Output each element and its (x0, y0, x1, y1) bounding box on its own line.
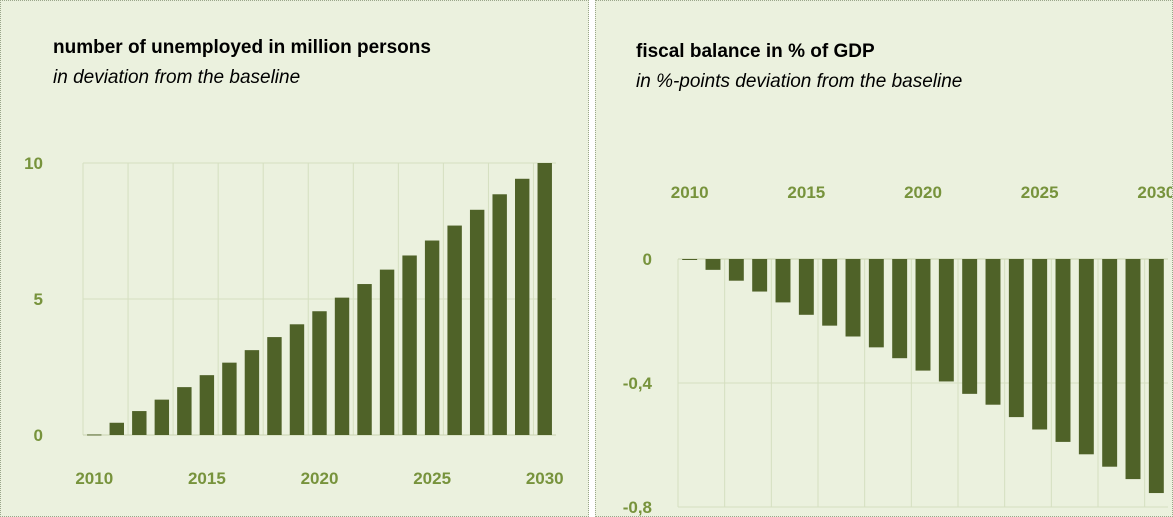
x-tick-label: 2020 (904, 183, 942, 202)
bar (1055, 259, 1071, 442)
bar (154, 399, 170, 435)
bar (222, 362, 237, 435)
bar (289, 324, 305, 435)
bar (798, 259, 814, 315)
bar (985, 259, 1001, 405)
x-tick-label: 2020 (301, 469, 339, 488)
bar (728, 259, 744, 281)
bar (334, 297, 350, 435)
x-tick-label: 2030 (526, 469, 564, 488)
bar (892, 259, 908, 359)
y-tick-label: 5 (34, 290, 43, 309)
bar (244, 350, 260, 435)
chart-panel-fiscal-balance: fiscal balance in % of GDP in %-points d… (595, 0, 1173, 517)
bar (682, 259, 698, 260)
bar (357, 284, 372, 435)
x-tick-label: 2025 (413, 469, 451, 488)
y-tick-label: 0 (34, 426, 43, 445)
x-tick-label: 2025 (1021, 183, 1059, 202)
bar (447, 225, 462, 435)
bar (469, 209, 485, 435)
bar (537, 163, 552, 435)
bar (199, 375, 215, 435)
fiscal-balance-bar-chart: 0 -0,4 -0,8 2010 2015 2020 2025 2030 (623, 183, 1173, 517)
bar (87, 434, 102, 436)
bar (752, 259, 768, 292)
bar (1008, 259, 1024, 418)
bar (1078, 259, 1094, 455)
bar (822, 259, 838, 326)
x-tick-label: 2030 (1137, 183, 1173, 202)
bar (312, 311, 327, 435)
bar (402, 255, 417, 435)
x-tick-label: 2015 (188, 469, 226, 488)
bar (1102, 259, 1118, 467)
bar (868, 259, 884, 348)
bar (515, 178, 530, 435)
y-tick-label: -0,8 (623, 498, 652, 517)
x-tick-label: 2010 (75, 469, 113, 488)
bar (267, 337, 282, 435)
bar (705, 259, 721, 270)
x-tick-label: 2015 (787, 183, 825, 202)
bar (845, 259, 861, 337)
chart-title: number of unemployed in million persons (53, 37, 431, 58)
bar (109, 422, 124, 435)
bar (132, 411, 147, 435)
bar (1125, 259, 1141, 480)
bar (379, 269, 395, 435)
bar (492, 194, 507, 435)
y-tick-label: -0,4 (623, 374, 653, 393)
bar (177, 387, 192, 435)
chart-subtitle: in %-points deviation from the baseline (636, 71, 963, 92)
chart-subtitle: in deviation from the baseline (53, 67, 301, 88)
chart-panel-unemployed: number of unemployed in million persons … (0, 0, 589, 517)
x-tick-label: 2010 (671, 183, 709, 202)
bar (938, 259, 954, 382)
bar (962, 259, 978, 394)
bar (775, 259, 791, 303)
y-tick-label: 10 (24, 154, 43, 173)
unemployed-bar-chart: 0 5 10 2010 2015 2020 2025 2030 (24, 154, 564, 488)
bar (1032, 259, 1048, 430)
y-tick-label: 0 (643, 250, 652, 269)
bar (424, 240, 440, 435)
bar (1148, 259, 1164, 494)
chart-title: fiscal balance in % of GDP (636, 41, 875, 62)
bar (915, 259, 931, 371)
